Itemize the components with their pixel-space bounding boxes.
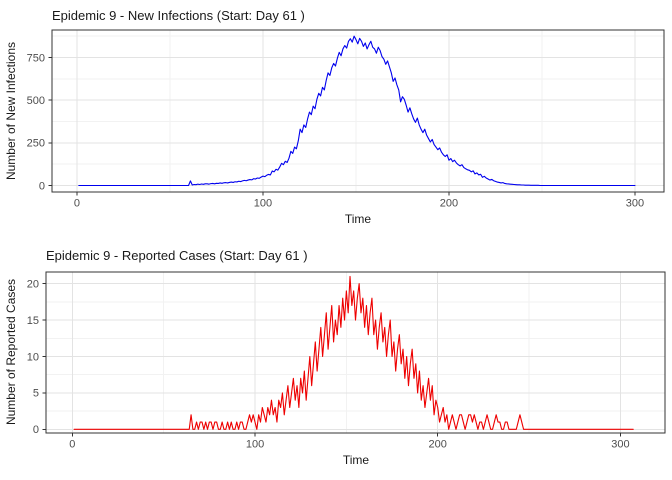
reported-cases-plot-area: 0 100 200 300 0 5 10 15 20	[27, 271, 666, 451]
y-tick-label: 0	[33, 424, 39, 436]
y-tick-label: 0	[39, 180, 45, 192]
y-tick-label: 750	[27, 52, 45, 64]
x-tick-label: 0	[69, 439, 75, 451]
new-infections-data-line	[78, 35, 636, 187]
new-infections-chart: Epidemic 9 - New Infections (Start: Day …	[4, 8, 665, 226]
x-tick-label: 100	[254, 198, 272, 210]
reported-cases-x-axis-title: Time	[343, 453, 370, 467]
y-tick-label: 500	[27, 95, 45, 107]
reported-cases-title: Epidemic 9 - Reported Cases (Start: Day …	[46, 248, 308, 263]
new-infections-plot-area: 0 100 200 300 0 250 500 750	[27, 29, 665, 210]
y-tick-label: 10	[27, 351, 39, 363]
panel-border	[51, 29, 665, 193]
new-infections-x-axis-title: Time	[345, 212, 372, 226]
y-tick-label: 250	[27, 138, 45, 150]
y-tick-label: 15	[27, 315, 39, 327]
panel-border	[45, 271, 666, 434]
y-tick-label: 5	[33, 388, 39, 400]
x-tick-label: 300	[626, 198, 644, 210]
reported-cases-chart: Epidemic 9 - Reported Cases (Start: Day …	[4, 248, 666, 467]
reported-cases-data-line	[73, 275, 634, 430]
new-infections-y-axis-title: Number of New Infections	[4, 42, 18, 180]
reported-cases-y-axis-title: Number of Reported Cases	[4, 279, 18, 425]
x-tick-label: 200	[440, 198, 458, 210]
x-tick-label: 300	[611, 439, 629, 451]
x-tick-label: 100	[246, 439, 264, 451]
y-tick-label: 20	[27, 278, 39, 290]
x-tick-label: 200	[429, 439, 447, 451]
x-tick-label: 0	[74, 198, 80, 210]
new-infections-title: Epidemic 9 - New Infections (Start: Day …	[52, 8, 305, 23]
